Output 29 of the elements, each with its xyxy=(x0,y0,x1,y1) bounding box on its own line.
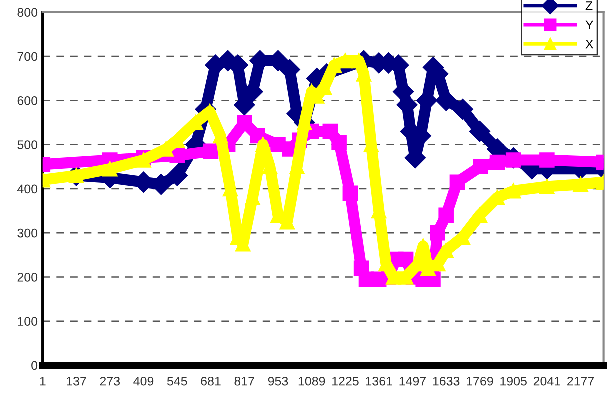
x-tick-label: 1633 xyxy=(433,376,460,386)
x-tick-label: 2041 xyxy=(534,376,560,386)
x-tick-label: 273 xyxy=(100,376,120,386)
y-tick-label: 0 xyxy=(32,361,38,370)
y-tick-label: 800 xyxy=(18,8,38,18)
y-tick-label: 600 xyxy=(18,96,38,106)
x-tick-label: 137 xyxy=(67,376,86,386)
y-tick-label: 300 xyxy=(18,228,38,238)
x-tick-label: 1905 xyxy=(500,376,527,386)
x-tick-label: 1089 xyxy=(298,376,326,386)
legend-label: X xyxy=(586,40,594,49)
x-tick-label: 1 xyxy=(40,377,46,386)
x-tick-label: 1769 xyxy=(467,376,494,386)
y-tick-label: 700 xyxy=(18,52,38,62)
y-tick-label: 500 xyxy=(18,140,38,150)
x-tick-label: 1361 xyxy=(366,376,392,386)
x-tick-label: 817 xyxy=(234,376,254,386)
x-tick-label: 545 xyxy=(167,377,188,386)
x-tick-label: 1497 xyxy=(400,376,426,386)
x-tick-label: 2177 xyxy=(568,376,594,386)
x-tick-label: 681 xyxy=(201,376,221,386)
legend-label: Z xyxy=(586,2,593,10)
y-tick-label: 200 xyxy=(18,273,38,282)
legend-label: Y xyxy=(586,20,594,30)
x-tick-label: 953 xyxy=(268,376,288,386)
y-tick-label: 400 xyxy=(17,184,38,194)
y-tick-label: 100 xyxy=(18,317,38,326)
x-tick-label: 409 xyxy=(134,376,154,386)
x-tick-label: 1225 xyxy=(332,376,359,386)
